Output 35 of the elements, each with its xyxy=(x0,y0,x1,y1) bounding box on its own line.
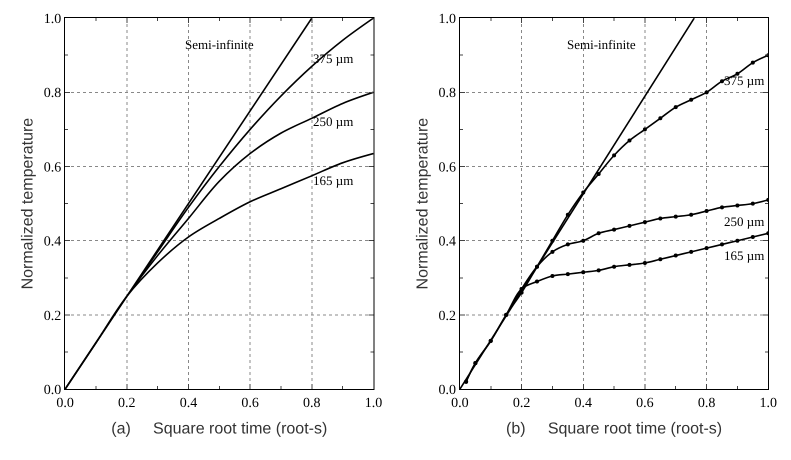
x-tick-label: 0.8 xyxy=(698,396,716,412)
series-label: 250 µm xyxy=(724,214,764,229)
y-tick-label: 0.4 xyxy=(44,234,62,250)
x-tick-label: 1.0 xyxy=(364,396,382,412)
y-tick-label: 1.0 xyxy=(438,12,456,28)
x-tick-label: 0.4 xyxy=(180,396,198,412)
x-tick-label: 0.6 xyxy=(636,396,654,412)
y-tick-label: 0.2 xyxy=(44,308,62,324)
y-tick-label: 0.6 xyxy=(44,160,62,176)
y-tick-label: 0.8 xyxy=(438,86,456,102)
series-label: 250 µm xyxy=(313,114,354,129)
text: Semi-infinite xyxy=(567,37,636,52)
x-tick-label: 0.2 xyxy=(512,396,530,412)
x-tick-label: 0.0 xyxy=(56,396,74,412)
y-tick-label: 0.4 xyxy=(438,234,456,250)
x-tick-label: 0.4 xyxy=(574,396,592,412)
x-tick-label: 1.0 xyxy=(759,396,777,412)
series-label: 165 µm xyxy=(313,173,354,188)
y-tick-label: 0.0 xyxy=(438,383,456,398)
y-tick-label: 0.0 xyxy=(44,383,62,398)
series-label: 375 µm xyxy=(724,73,764,88)
y-axis-title: Normalized temperature xyxy=(20,118,37,290)
text: Semi-infinite xyxy=(185,37,254,52)
y-tick-label: 0.6 xyxy=(438,160,456,176)
x-tick-label: 0.0 xyxy=(451,396,469,412)
series-label: 165 µm xyxy=(724,248,764,263)
y-tick-label: 1.0 xyxy=(44,12,62,28)
x-axis-title: (b) Square root time (root-s) xyxy=(506,420,722,438)
x-tick-label: 0.2 xyxy=(118,396,136,412)
x-tick-label: 0.6 xyxy=(241,396,259,412)
y-axis-title: Normalized temperature xyxy=(414,118,432,290)
y-tick-label: 0.2 xyxy=(438,308,456,324)
x-axis-title: (a) Square root time (root-s) xyxy=(111,420,328,438)
y-tick-label: 0.8 xyxy=(44,86,62,102)
x-tick-label: 0.8 xyxy=(303,396,321,412)
